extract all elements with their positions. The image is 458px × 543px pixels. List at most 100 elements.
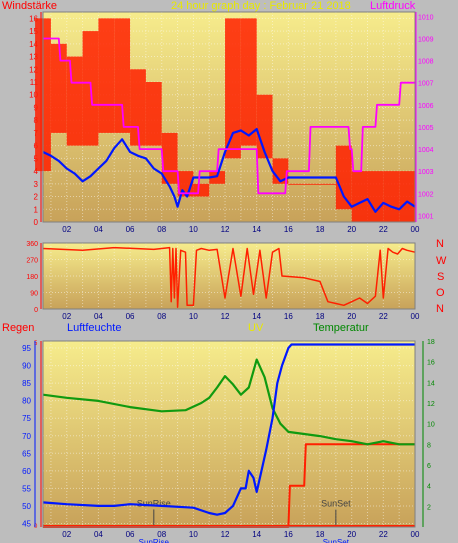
gust-bar [145, 82, 162, 146]
humidity-chart-x-tick: 16 [284, 530, 293, 539]
direction-chart-x-tick: 18 [316, 312, 325, 321]
humidity-y-tick: 55 [22, 484, 31, 493]
humidity-chart-x-tick: 20 [347, 530, 356, 539]
sunrise-axis-label: SunRise [139, 538, 170, 543]
wind-y-tick: 16 [29, 14, 38, 23]
gust-bar [351, 171, 368, 222]
sunset-axis-label: SunSet [323, 538, 350, 543]
temperature-y-tick: 6 [427, 463, 431, 470]
sunset-label: SunSet [321, 499, 351, 509]
humidity-y-tick: 75 [22, 414, 31, 423]
pressure-y-tick: 1005 [418, 125, 434, 132]
temperature-y-tick: 14 [427, 380, 435, 387]
pressure-y-tick: 1010 [418, 14, 434, 21]
humidity-line [42, 343, 415, 516]
pressure-y-tick: 1007 [418, 81, 434, 88]
humidity-chart-x-tick: 04 [94, 530, 103, 539]
direction-line [42, 246, 416, 308]
wind-chart-x-tick: 06 [126, 225, 135, 234]
compass-n-top: N [436, 238, 444, 250]
gust-bar [193, 183, 210, 197]
gust-bar [304, 183, 321, 185]
humidity-chart-x-tick: 10 [189, 530, 198, 539]
direction-y-tick: 90 [30, 291, 38, 298]
direction-chart-x-tick: 20 [347, 312, 356, 321]
rain-label: Regen [2, 322, 34, 334]
wind-y-tick: 12 [29, 65, 38, 74]
humidity-chart-x-tick: 02 [62, 530, 71, 539]
gust-bar [66, 56, 83, 146]
direction-chart-x-tick: 00 [411, 312, 420, 321]
wind-y-tick: 3 [34, 180, 39, 189]
direction-chart-x-tick: 04 [94, 312, 103, 321]
humidity-y-tick: 85 [22, 379, 31, 388]
direction-chart-x-tick: 10 [189, 312, 198, 321]
humidity-y-tick: 50 [22, 502, 31, 511]
gust-bar [383, 171, 400, 222]
temperature-line [42, 358, 415, 446]
pressure-y-tick: 1008 [418, 59, 434, 66]
compass-w: W [436, 255, 447, 267]
wind-chart-x-tick: 10 [189, 225, 198, 234]
temperature-y-tick: 10 [427, 422, 435, 429]
gust-bar [399, 171, 415, 222]
direction-chart-x-tick: 22 [379, 312, 388, 321]
gust-bar [240, 18, 257, 146]
direction-chart-x-tick: 12 [221, 312, 230, 321]
direction-chart-x-tick: 08 [157, 312, 166, 321]
wind-y-tick: 2 [34, 193, 39, 202]
wind-chart-x-tick: 00 [411, 225, 420, 234]
gust-bar [50, 43, 67, 133]
humidity-y-tick: 70 [22, 432, 31, 441]
direction-y-tick: 0 [34, 307, 38, 314]
humidity-chart-x-tick: 06 [126, 530, 135, 539]
wind-y-tick: 10 [29, 91, 38, 100]
pressure-y-tick: 1003 [418, 169, 434, 176]
humidity-y-tick: 90 [22, 362, 31, 371]
humidity-y-tick: 45 [22, 519, 31, 528]
wind-chart-x-tick: 16 [284, 225, 293, 234]
pressure-line [43, 37, 415, 195]
wind-y-tick: 14 [29, 40, 38, 49]
temperature-y-tick: 4 [427, 484, 431, 491]
pressure-y-tick: 1004 [418, 147, 434, 154]
gust-bar [288, 183, 305, 185]
direction-chart-x-tick: 02 [62, 312, 71, 321]
wind-y-tick: 13 [29, 53, 38, 62]
compass-labels: N W S O N [436, 238, 447, 315]
humidity-y-tick: 95 [22, 344, 31, 353]
gust-bar [209, 171, 226, 184]
direction-y-tick: 360 [26, 241, 38, 248]
wind-y-tick: 1 [34, 205, 39, 214]
humidity-y-tick: 80 [22, 397, 31, 406]
humidity-y-tick: 65 [22, 449, 31, 458]
wind-chart-x-tick: 20 [347, 225, 356, 234]
wind-y-tick: 4 [34, 167, 39, 176]
wind-chart-x-tick: 22 [379, 225, 388, 234]
chart-title: 24 hour graph day : Februar 21 2018 [171, 0, 351, 12]
compass-s: S [437, 271, 444, 283]
humidity-chart-x-tick: 14 [252, 530, 261, 539]
temperature-label: Temperatur [313, 322, 369, 334]
gust-bar [225, 18, 241, 159]
wind-chart-x-tick: 08 [157, 225, 166, 234]
direction-y-tick: 180 [26, 274, 38, 281]
wind-y-tick: 0 [34, 218, 39, 227]
sunrise-label: SunRise [137, 499, 171, 509]
temperature-y-tick: 2 [427, 504, 431, 511]
wind-chart-x-tick: 04 [94, 225, 103, 234]
wind-chart-x-tick: 14 [252, 225, 261, 234]
direction-y-tick: 270 [26, 258, 38, 265]
humidity-chart-x-tick: 00 [411, 530, 420, 539]
temperature-y-tick: 18 [427, 339, 435, 346]
wind-chart-x-tick: 12 [221, 225, 230, 234]
direction-chart-border [42, 242, 416, 310]
gust-bar [335, 145, 352, 210]
wind-chart-x-tick: 02 [62, 225, 71, 234]
rain-y-tick: 5 [34, 341, 38, 347]
pressure-y-tick: 1009 [418, 37, 434, 44]
humidity-chart-border [42, 340, 416, 528]
humidity-chart-x-tick: 18 [316, 530, 325, 539]
pressure-y-tick: 1006 [418, 103, 434, 110]
